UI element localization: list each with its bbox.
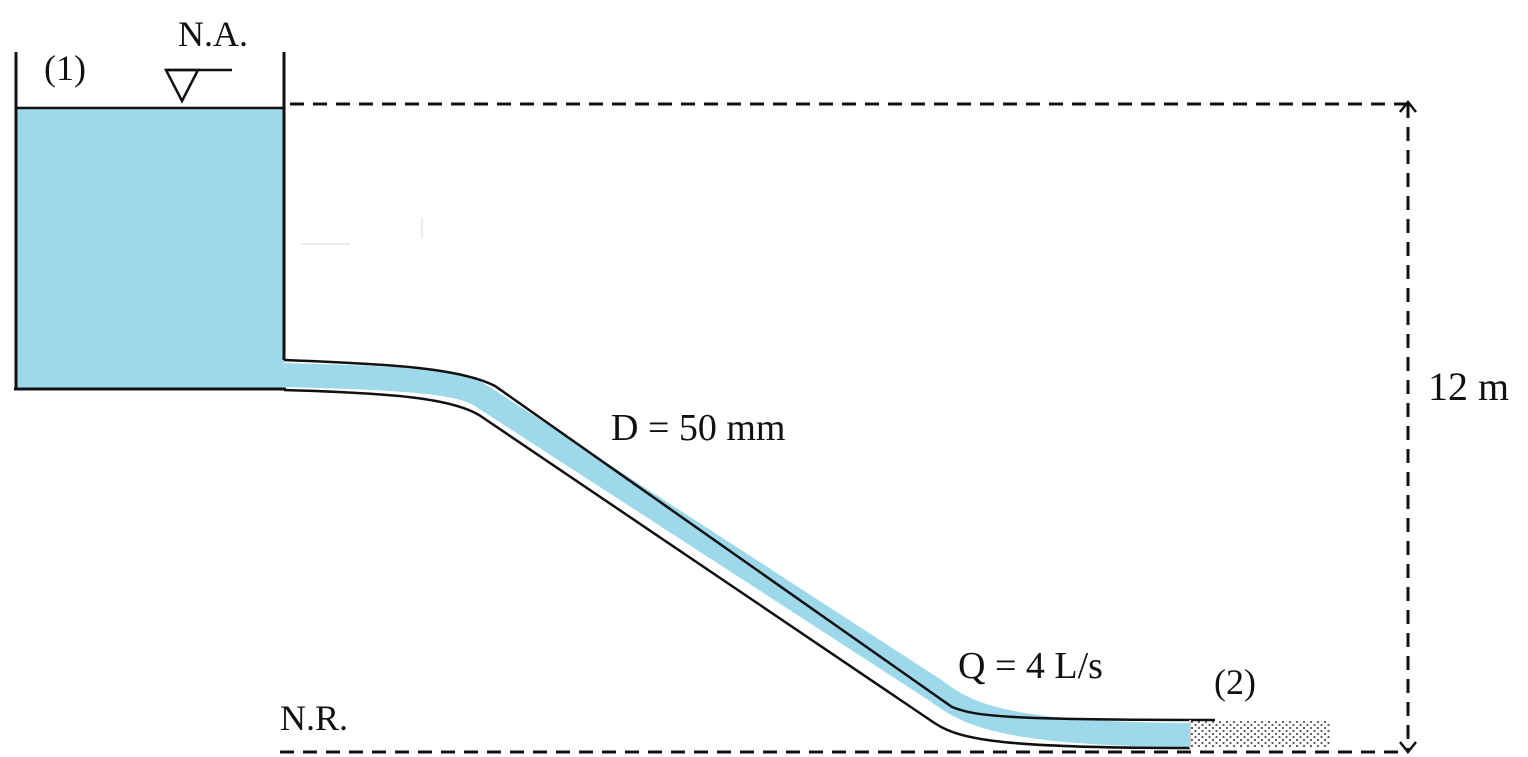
pipe-walls <box>283 358 1216 750</box>
height-label: 12 m <box>1428 364 1509 409</box>
point-2-label: (2) <box>1214 662 1256 702</box>
flow-label: Q = 4 L/s <box>958 645 1103 687</box>
point-1-label: (1) <box>44 48 86 88</box>
reservoir-water <box>16 108 284 388</box>
pipe-water <box>283 363 1191 747</box>
dimension-arrow-icon <box>1399 99 1417 755</box>
free-surface-symbol-icon <box>163 68 232 104</box>
outlet-jet <box>1190 721 1330 748</box>
diameter-label: D = 50 mm <box>611 407 786 449</box>
water-level-label: N.A. <box>178 14 248 54</box>
reference-level-label: N.R. <box>280 698 348 738</box>
